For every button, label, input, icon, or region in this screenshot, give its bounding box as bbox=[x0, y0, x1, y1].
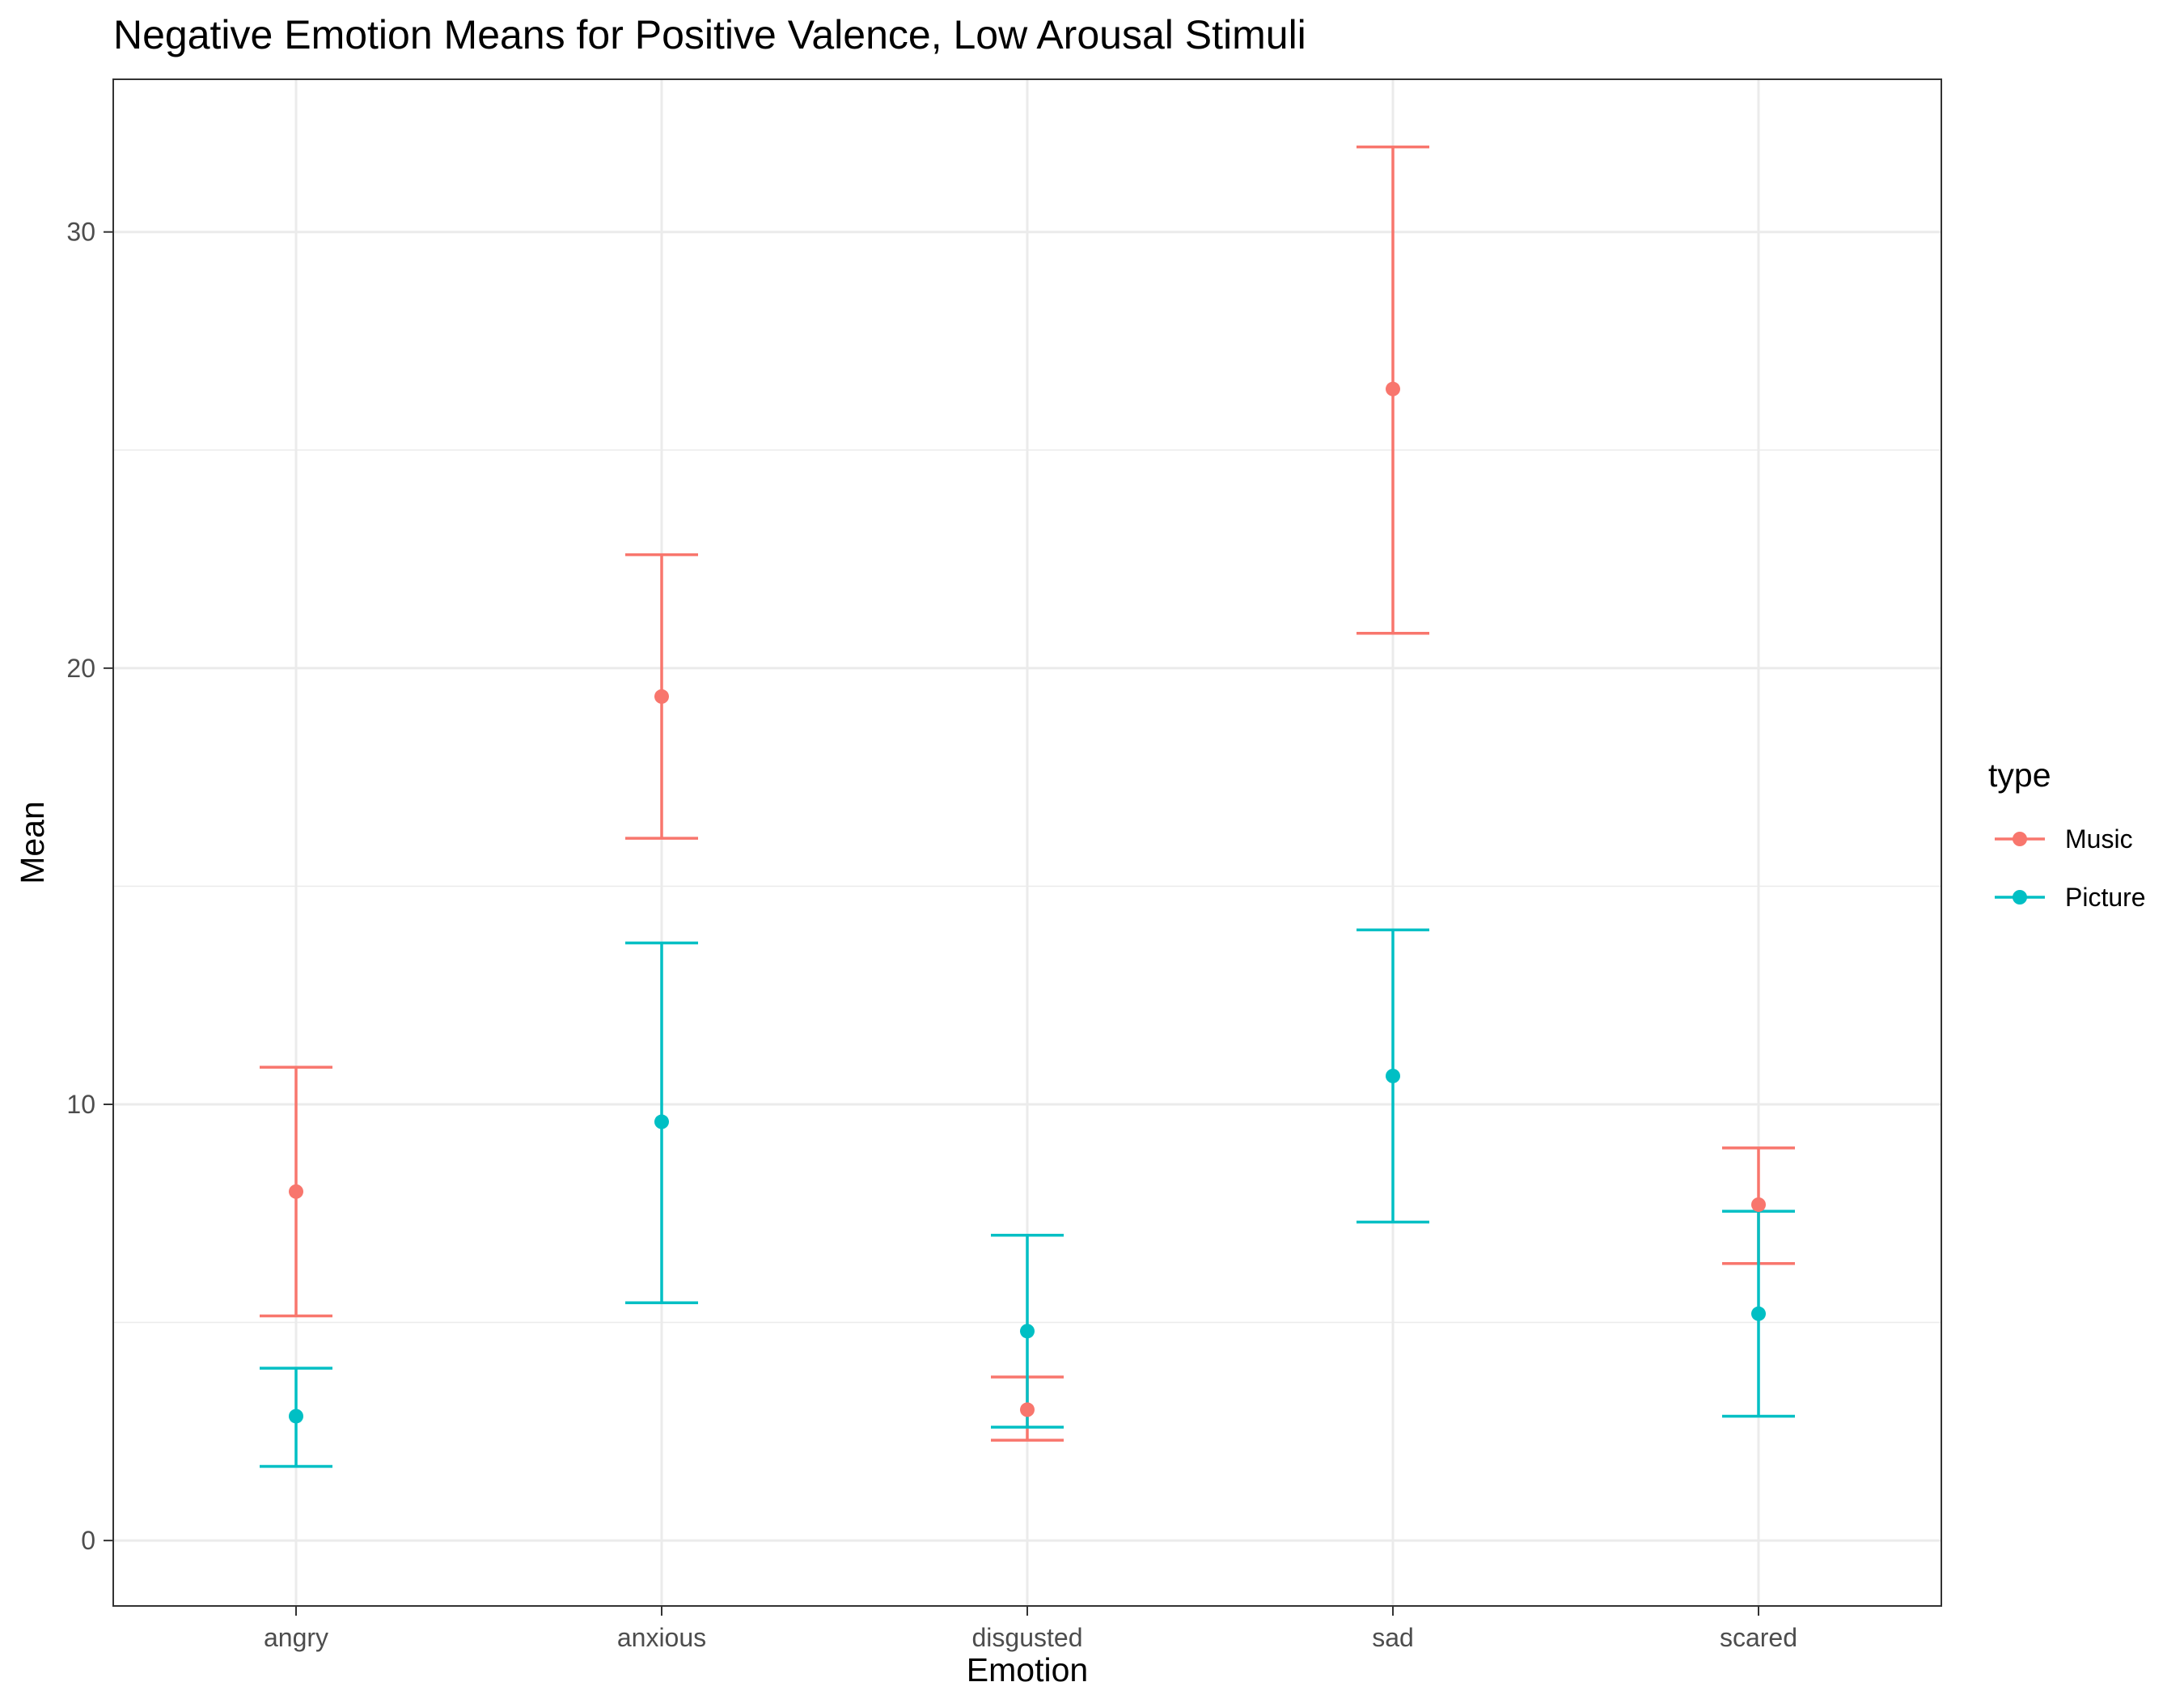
y-tick-label: 20 bbox=[66, 654, 95, 683]
point-music-sad bbox=[1386, 381, 1400, 396]
x-tick-label: anxious bbox=[617, 1623, 706, 1652]
legend-item-picture: Picture bbox=[1995, 883, 2146, 912]
chart-title: Negative Emotion Means for Positive Vale… bbox=[113, 12, 1306, 57]
x-axis: angry anxious disgusted sad scared bbox=[264, 1606, 1797, 1652]
x-tick-label: scared bbox=[1720, 1623, 1797, 1652]
point-music-angry bbox=[289, 1184, 303, 1199]
legend: type Music Picture bbox=[1988, 756, 2146, 912]
point-picture-anxious bbox=[654, 1114, 669, 1129]
point-music-disgusted bbox=[1020, 1402, 1035, 1417]
legend-item-music: Music bbox=[1995, 824, 2133, 854]
point-picture-scared bbox=[1751, 1306, 1766, 1321]
point-music-scared bbox=[1751, 1197, 1766, 1212]
y-axis-title: Mean bbox=[14, 801, 51, 884]
y-tick-label: 0 bbox=[81, 1526, 95, 1555]
x-axis-title: Emotion bbox=[967, 1651, 1088, 1688]
y-tick-label: 30 bbox=[66, 218, 95, 247]
legend-key-point bbox=[2013, 890, 2027, 905]
legend-key-point bbox=[2013, 832, 2027, 846]
point-picture-angry bbox=[289, 1409, 303, 1424]
y-tick-label: 10 bbox=[66, 1090, 95, 1119]
point-picture-sad bbox=[1386, 1068, 1400, 1083]
legend-title: type bbox=[1988, 756, 2051, 794]
legend-label: Music bbox=[2065, 824, 2133, 854]
point-picture-disgusted bbox=[1020, 1324, 1035, 1339]
x-tick-label: disgusted bbox=[972, 1623, 1083, 1652]
data-points bbox=[289, 381, 1766, 1424]
point-music-anxious bbox=[654, 688, 669, 704]
legend-label: Picture bbox=[2065, 883, 2146, 912]
x-tick-label: sad bbox=[1372, 1623, 1414, 1652]
y-axis: 0 10 20 30 bbox=[66, 218, 113, 1555]
x-tick-label: angry bbox=[264, 1623, 328, 1652]
